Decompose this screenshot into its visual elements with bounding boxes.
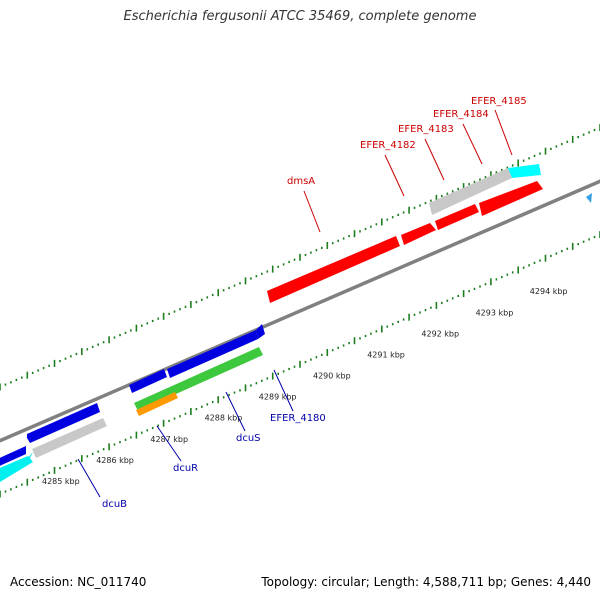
- scale-labels: 4285 kbp 4286 kbp 4287 kbp 4288 kbp 4289 kbp…: [42, 287, 568, 486]
- scale-label: 4285 kbp: [42, 477, 80, 486]
- feature-gray-left[interactable]: [32, 418, 107, 458]
- scale-label: 4286 kbp: [96, 456, 134, 465]
- genome-title: Escherichia fergusonii ATCC 35469, compl…: [123, 9, 477, 24]
- feature-red-4184[interactable]: [479, 181, 543, 216]
- accession-text: Accession: NC_011740: [10, 575, 147, 589]
- feature-blue-dcuR[interactable]: [129, 369, 167, 393]
- gene-leader-line: [225, 391, 246, 432]
- gene-leader-line: [303, 190, 321, 233]
- scale-label: 4287 kbp: [150, 435, 188, 444]
- genome-backbone: [0, 179, 600, 443]
- gene-leader-line: [77, 458, 101, 498]
- feature-gray-top[interactable]: [429, 168, 512, 215]
- scale-label: 4294 kbp: [530, 287, 568, 296]
- feature-track: [0, 164, 592, 482]
- gene-leader-line: [494, 109, 513, 156]
- scale-label: 4289 kbp: [259, 393, 297, 402]
- scale-label: 4292 kbp: [421, 329, 459, 338]
- gene-label-top[interactable]: EFER_4184: [433, 109, 489, 120]
- gene-label-bottom[interactable]: dcuS: [236, 433, 261, 444]
- feature-red-dmsA[interactable]: [267, 236, 400, 303]
- gene-label-bottom[interactable]: dcuR: [173, 463, 198, 474]
- gene-leader-line: [424, 138, 445, 181]
- scale-label: 4291 kbp: [367, 351, 405, 360]
- upper-ruler: [0, 124, 600, 391]
- feature-red-4182[interactable]: [401, 223, 436, 245]
- feature-cyan-top[interactable]: [508, 164, 541, 178]
- gene-label-top[interactable]: dmsA: [287, 176, 315, 187]
- feature-blue-left[interactable]: [0, 446, 26, 468]
- gene-label-bottom[interactable]: EFER_4180: [270, 413, 326, 424]
- scale-label: 4290 kbp: [313, 372, 351, 381]
- feature-marker[interactable]: [586, 193, 592, 203]
- gene-label-top[interactable]: EFER_4182: [360, 140, 416, 151]
- feature-blue-dcuS[interactable]: [167, 330, 258, 378]
- gene-label-top[interactable]: EFER_4185: [471, 96, 527, 107]
- lower-ruler: [0, 231, 600, 498]
- feature-cyan-left-body[interactable]: [0, 456, 33, 482]
- gene-leader-line: [384, 154, 405, 197]
- feature-blue-mid[interactable]: [27, 403, 100, 443]
- gene-label-top[interactable]: EFER_4183: [398, 124, 454, 135]
- scale-label: 4288 kbp: [205, 414, 243, 423]
- gene-label-bottom[interactable]: dcuB: [102, 499, 127, 510]
- feature-orange[interactable]: [136, 392, 178, 416]
- gene-leader-line: [273, 369, 294, 412]
- feature-red-4183[interactable]: [435, 204, 479, 230]
- genome-summary-text: Topology: circular; Length: 4,588,711 bp…: [261, 575, 591, 589]
- gene-leader-line: [156, 425, 182, 462]
- gene-leader-line: [462, 123, 483, 165]
- feature-green[interactable]: [134, 347, 263, 411]
- gene-labels: dmsA EFER_4182 EFER_4183 EFER_4184 EFER_4185…: [77, 96, 527, 510]
- feature-blue-small[interactable]: [256, 324, 265, 339]
- scale-label: 4293 kbp: [476, 308, 514, 317]
